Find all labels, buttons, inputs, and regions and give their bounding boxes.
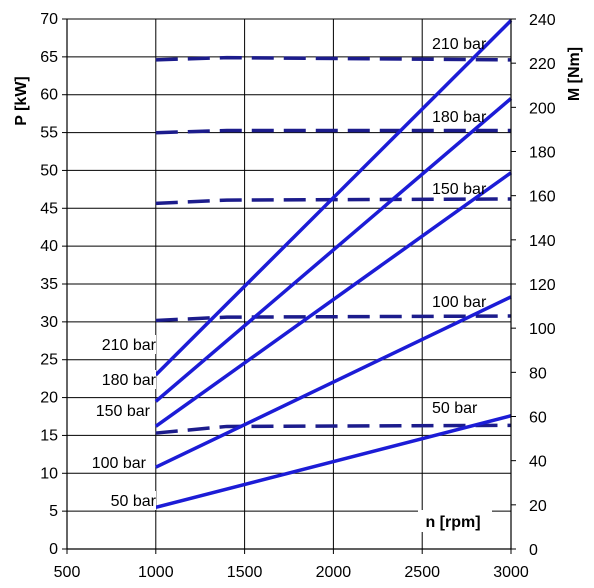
left-label-bg — [86, 491, 156, 510]
power-curves — [154, 19, 513, 510]
y-tick-label: 55 — [40, 125, 58, 142]
axes — [62, 18, 516, 554]
y2-tick-label: 200 — [529, 100, 556, 117]
y-tick-label: 65 — [40, 49, 58, 66]
y2-tick-label: 180 — [529, 145, 556, 162]
y2-tick-label: 220 — [529, 56, 556, 73]
right-curve-label: 180 bar — [432, 109, 487, 126]
y-tick-label: 60 — [40, 87, 58, 104]
y-tick-label: 40 — [40, 238, 58, 255]
left-label-bg — [86, 335, 156, 354]
y-tick-label: 15 — [40, 427, 58, 444]
right-curve-label: 150 bar — [432, 181, 487, 198]
left-label-bg — [76, 453, 146, 472]
torque-line-100-bar — [155, 314, 512, 323]
x-axis-title: n [rpm] — [425, 514, 480, 531]
x-title-bg — [418, 510, 492, 532]
y-tick-label: 25 — [40, 352, 58, 369]
torque-line-50-bar — [155, 423, 512, 435]
power-line-150-bar — [154, 171, 513, 428]
y2-axis-title: M [Nm] — [566, 47, 583, 101]
y-tick-label: 35 — [40, 276, 58, 293]
y2-tick-label: 60 — [529, 410, 547, 427]
torque-line-180-bar — [155, 128, 511, 135]
x-tick-label: 3000 — [493, 564, 529, 581]
y2-tick-label: 100 — [529, 321, 556, 338]
y-tick-label: 5 — [49, 503, 58, 520]
right-curve-label: 100 bar — [432, 294, 487, 311]
y2-tick-label: 80 — [529, 365, 547, 382]
y-tick-label: 20 — [40, 390, 58, 407]
torque-curves — [155, 55, 512, 435]
left-curve-label: 100 bar — [92, 455, 147, 472]
y-tick-label: 10 — [40, 465, 58, 482]
y2-tick-label: 40 — [529, 454, 547, 471]
power-line-100-bar — [155, 295, 512, 469]
y-tick-label: 50 — [40, 162, 58, 179]
left-curve-label: 180 bar — [102, 372, 157, 389]
right-curve-label: 210 bar — [432, 36, 487, 53]
y-axis-title: P [kW] — [13, 76, 30, 125]
y2-tick-label: 0 — [529, 542, 538, 559]
y2-tick-label: 160 — [529, 189, 556, 206]
y2-tick-label: 120 — [529, 277, 556, 294]
curve-labels: 210 bar 180 bar 150 bar 100 bar 50 bar 210 ba… — [76, 36, 492, 532]
x-tick-label: 1500 — [227, 564, 263, 581]
y-tick-label: 45 — [40, 200, 58, 217]
left-curve-label: 150 bar — [96, 403, 151, 420]
y2-tick-label: 240 — [529, 12, 556, 29]
y-tick-label: 0 — [49, 541, 58, 558]
right-curve-label: 50 bar — [432, 400, 478, 417]
power-line-50-bar — [155, 414, 512, 510]
y2-tick-label: 20 — [529, 498, 547, 515]
left-curve-label: 50 bar — [111, 493, 157, 510]
power-line-180-bar — [154, 97, 513, 403]
torque-line-150-bar — [155, 197, 512, 206]
y-tick-label: 70 — [40, 11, 58, 28]
torque-line-210-bar — [155, 55, 512, 62]
power-line-210-bar — [154, 19, 513, 377]
left-curve-label: 210 bar — [102, 337, 157, 354]
left-label-bg — [86, 370, 156, 389]
left-label-bg — [80, 401, 150, 420]
y2-tick-label: 140 — [529, 233, 556, 250]
x-tick-label: 1000 — [138, 564, 174, 581]
x-tick-label: 500 — [54, 564, 81, 581]
y-tick-label: 30 — [40, 314, 58, 331]
x-tick-label: 2500 — [404, 564, 440, 581]
x-tick-label: 2000 — [316, 564, 352, 581]
